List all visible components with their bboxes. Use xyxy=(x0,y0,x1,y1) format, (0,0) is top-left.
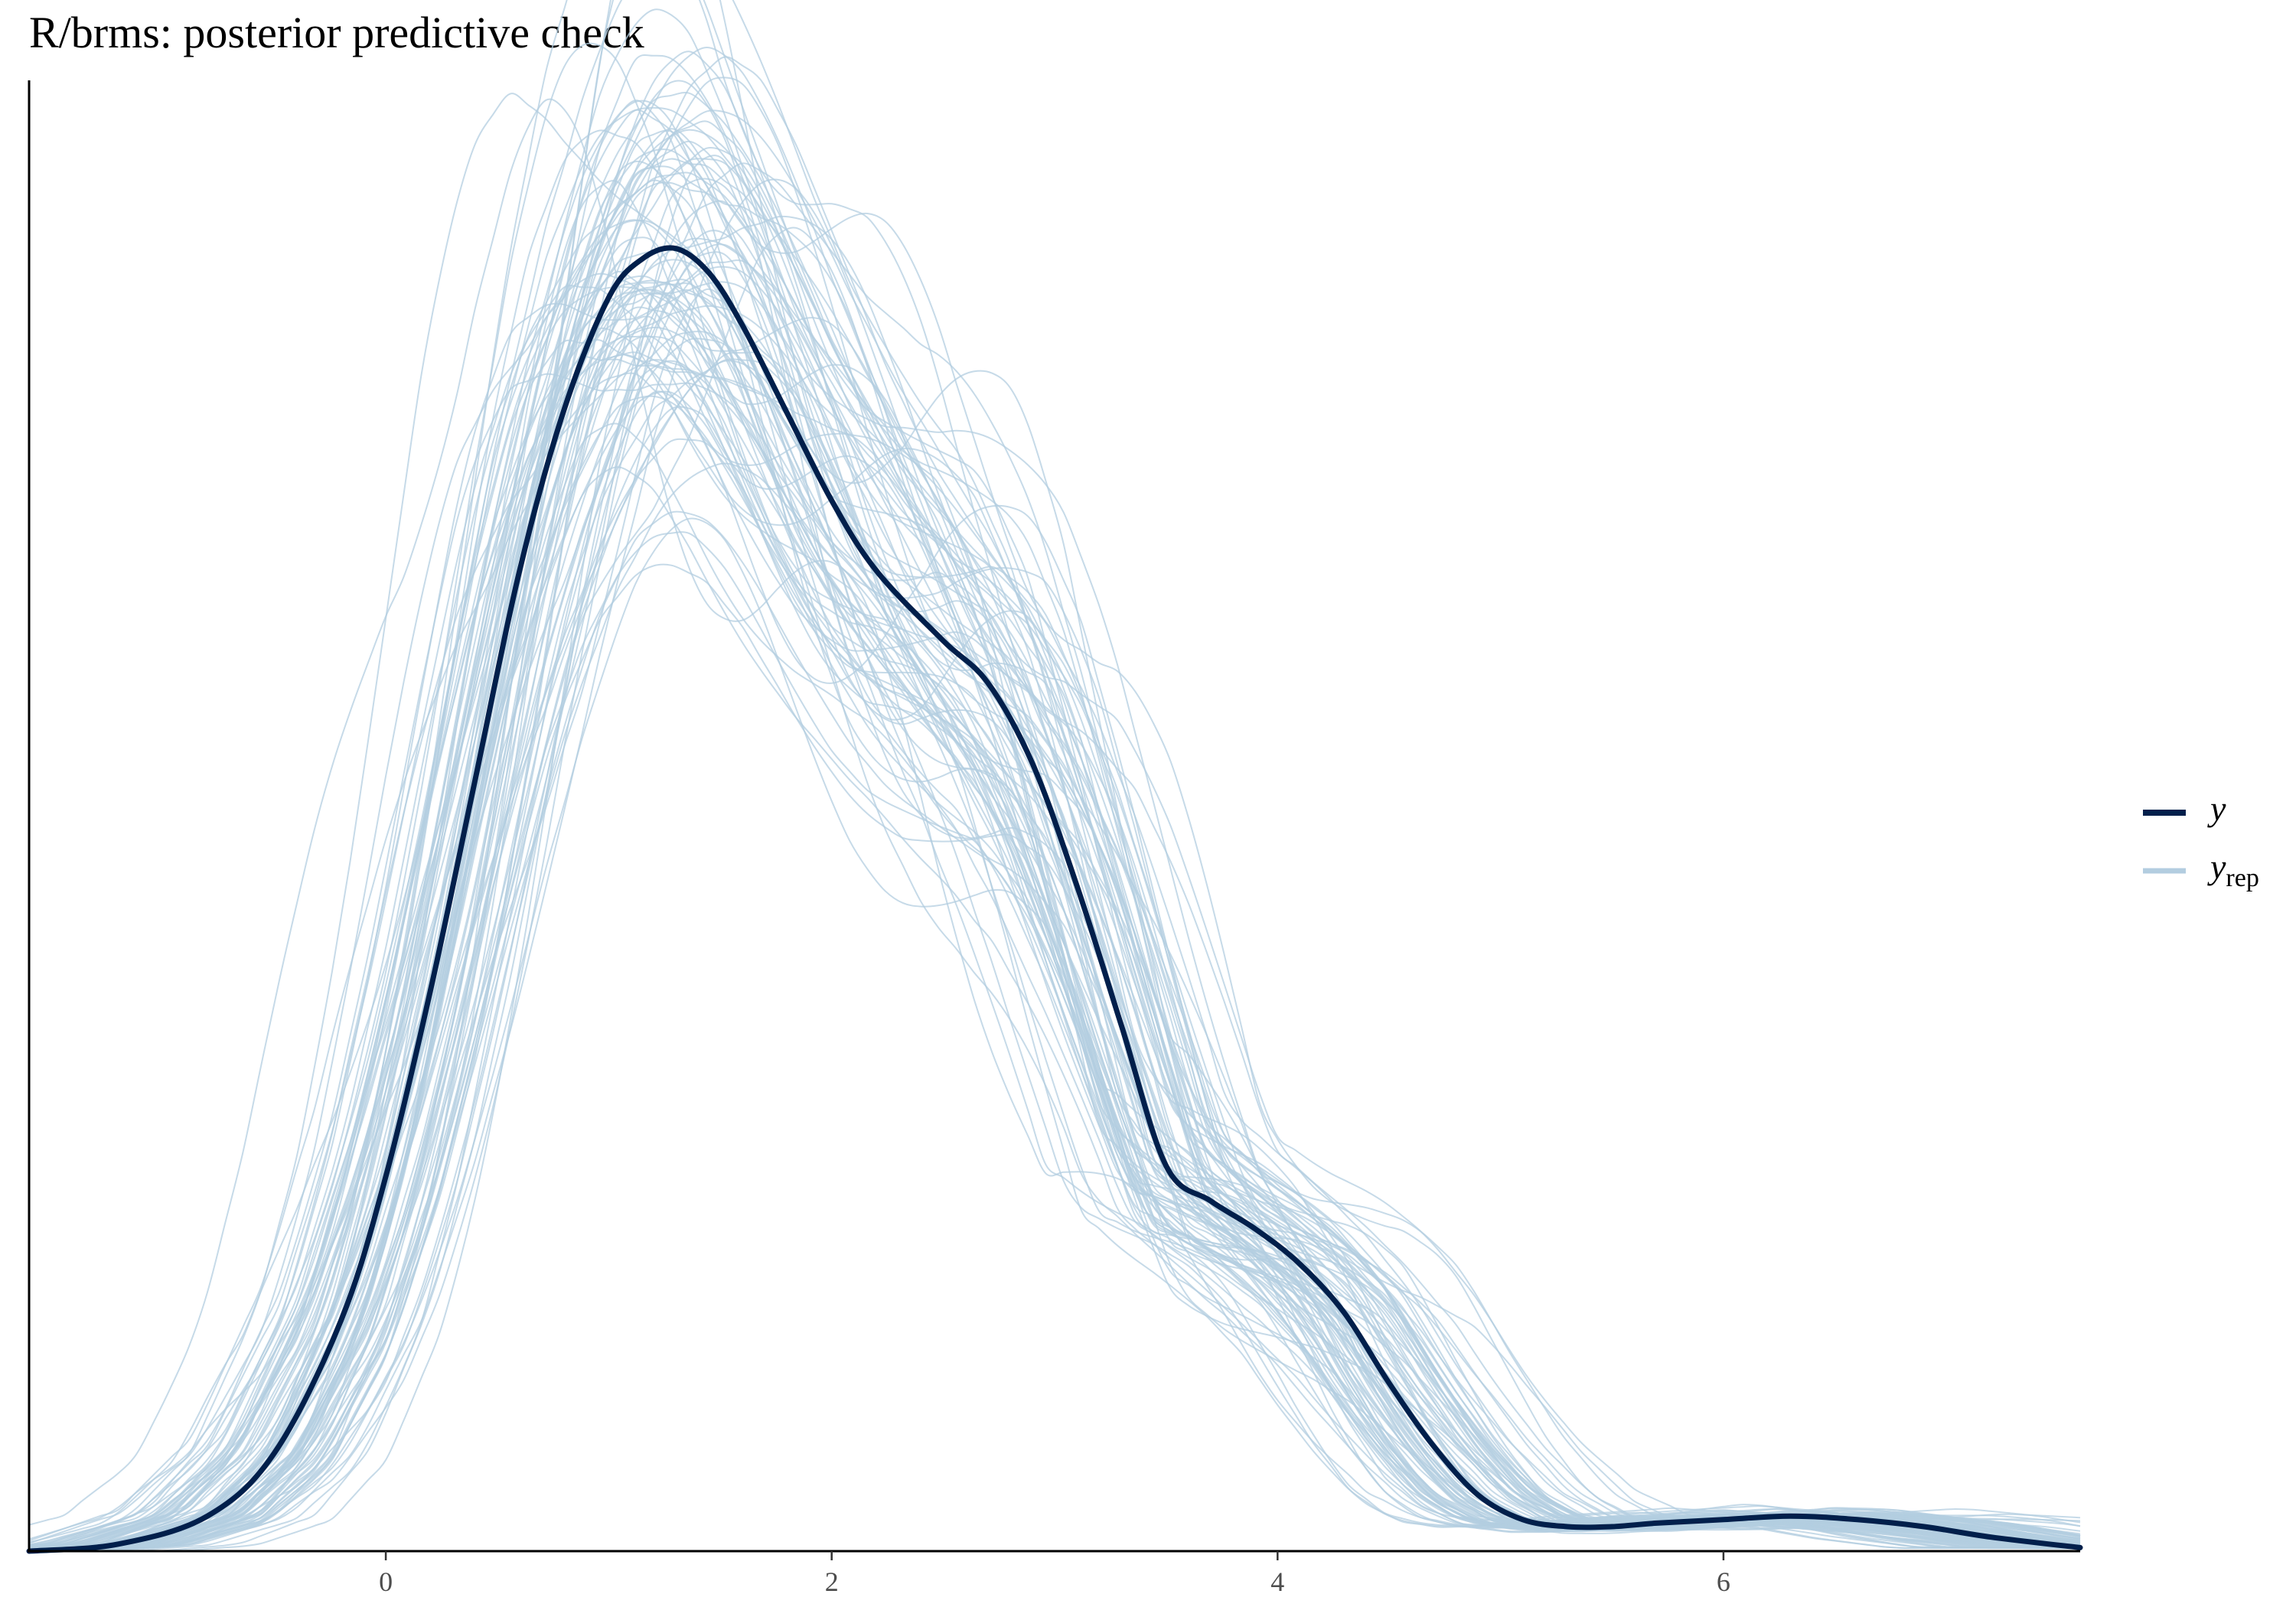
yrep-density-line xyxy=(28,0,2081,1553)
yrep-density-line xyxy=(28,178,2081,1553)
yrep-density-line xyxy=(28,305,2081,1549)
yrep-density-line xyxy=(28,179,2081,1546)
yrep-density-line xyxy=(28,373,2080,1549)
x-tick-label: 0 xyxy=(379,1566,393,1597)
yrep-density-line xyxy=(28,251,2081,1553)
yrep-density-line xyxy=(28,289,2081,1551)
x-tick-label: 4 xyxy=(1270,1566,1284,1597)
x-tick-label: 2 xyxy=(825,1566,839,1597)
yrep-density-line xyxy=(28,92,2081,1552)
y-series-group xyxy=(26,245,2083,1554)
yrep-density-line xyxy=(28,80,2081,1547)
chart-title: R/brms: posterior predictive check xyxy=(29,8,644,57)
x-axis-ticks: 0 2 4 6 xyxy=(379,1551,1730,1597)
y-density-line xyxy=(26,245,2083,1554)
x-tick-label: 6 xyxy=(1717,1566,1730,1597)
legend-label-y: y xyxy=(2207,789,2226,828)
